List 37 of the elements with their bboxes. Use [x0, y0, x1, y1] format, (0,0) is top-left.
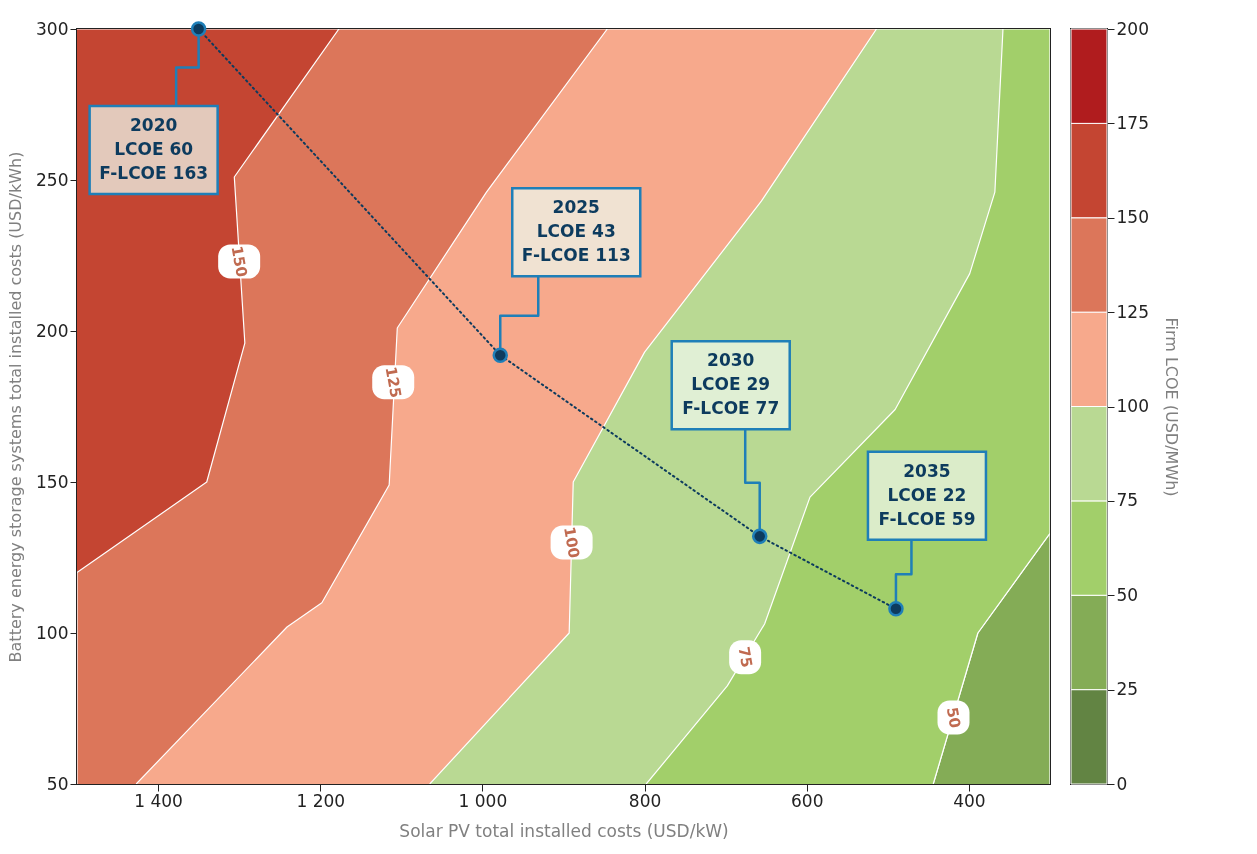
point [888, 601, 904, 617]
y-tick-label: 100 [36, 622, 69, 643]
annotation: 75 [734, 645, 756, 669]
color-bar-title: Firm LCOE (USD/MWh) [1161, 317, 1181, 497]
color-bar-label: 0 [1116, 773, 1128, 794]
point [751, 528, 768, 545]
annotation: 150 [227, 244, 251, 279]
annotation: 2025 LCOE 43 F-LCOE 113 [521, 197, 631, 266]
x-tick-label: 800 [628, 790, 662, 811]
color-bar-label: 200 [1116, 18, 1149, 39]
annotation: 2020 LCOE 60 F-LCOE 163 [99, 115, 209, 183]
y-axis-title: Battery energy storage systems total installed costs (USD/kWh) [6, 151, 26, 663]
annotation: 2035 LCOE 22 F-LCOE 59 [878, 460, 976, 529]
color-bar-label: 50 [1116, 584, 1139, 605]
x-axis-title: Solar PV total installed costs (USD/kW) [399, 820, 729, 841]
annotation: 2030 LCOE 29 F-LCOE 77 [682, 350, 780, 419]
y-tick-label: 200 [36, 320, 69, 341]
annotation: 50 [942, 705, 965, 730]
x-tick-label: 400 [953, 790, 986, 811]
color-bar-label: 100 [1116, 396, 1149, 416]
y-tick-label: 50 [46, 773, 69, 794]
y-tick-label: 150 [36, 471, 69, 492]
color-bar-label: 75 [1116, 490, 1139, 511]
annotation: 125 [381, 365, 405, 400]
x-tick-label: 1 400 [134, 790, 183, 811]
color-bar-label: 25 [1116, 679, 1139, 700]
color-bar-label: 150 [1116, 207, 1149, 228]
point [492, 347, 509, 363]
y-tick-label: 300 [36, 18, 69, 39]
point [190, 21, 207, 37]
x-tick-label: 1 200 [296, 790, 346, 811]
color-bar-label: 125 [1116, 301, 1149, 322]
annotation: 100 [560, 525, 584, 560]
x-tick-label: 1 000 [458, 790, 508, 811]
color-bar-label: 175 [1116, 112, 1149, 133]
y-tick-label: 250 [36, 169, 69, 190]
x-tick-label: 600 [791, 790, 824, 811]
